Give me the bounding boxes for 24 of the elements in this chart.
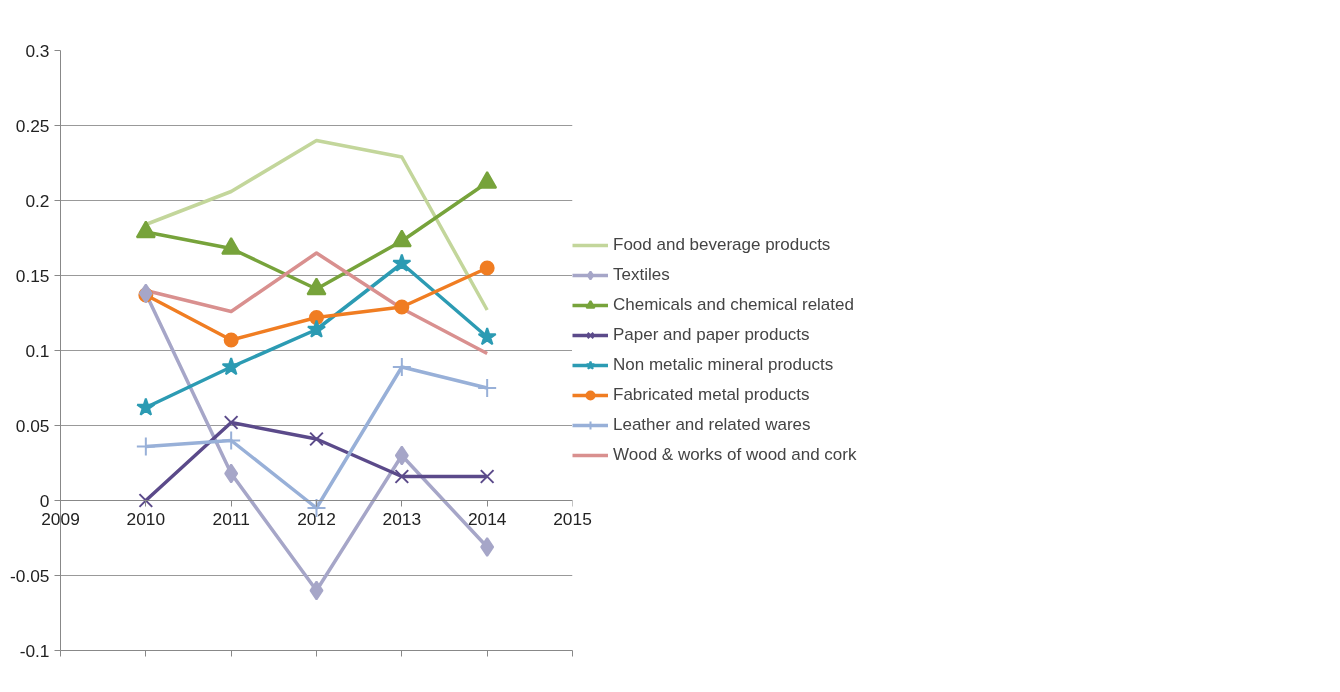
x-tick-label: 2012 [297,508,336,529]
y-tick-label: 0.1 [25,340,50,361]
y-tick-label: 0.25 [15,115,50,136]
legend-label: Wood & works of wood and cork [613,445,857,465]
y-tick-label: 0.05 [15,415,50,436]
legend-label: Food and beverage products [613,235,831,255]
y-tick-label: 0.2 [25,190,50,211]
x-tick-label: 2011 [212,508,250,529]
legend-label: Leather and related wares [613,415,811,435]
x-tick-label: 2014 [467,508,507,529]
legend-label: Paper and paper products [613,325,810,345]
x-tick-label: 2009 [41,508,80,529]
y-tick-label: 0.3 [25,40,50,61]
legend-label: Non metalic mineral products [613,355,834,375]
y-tick-label: -0.05 [10,565,50,586]
legend-label: Chemicals and chemical related [613,295,854,315]
y-tick-label: 0 [39,490,50,511]
legend-label: Textiles [613,265,670,285]
y-tick-label: 0.15 [15,265,50,286]
legend-label: Fabricated metal products [613,385,810,405]
x-tick-label: 2015 [553,508,592,529]
y-tick-label: -0.1 [19,640,50,661]
x-tick-label: 2010 [126,508,166,529]
x-tick-label: 2013 [382,508,422,529]
